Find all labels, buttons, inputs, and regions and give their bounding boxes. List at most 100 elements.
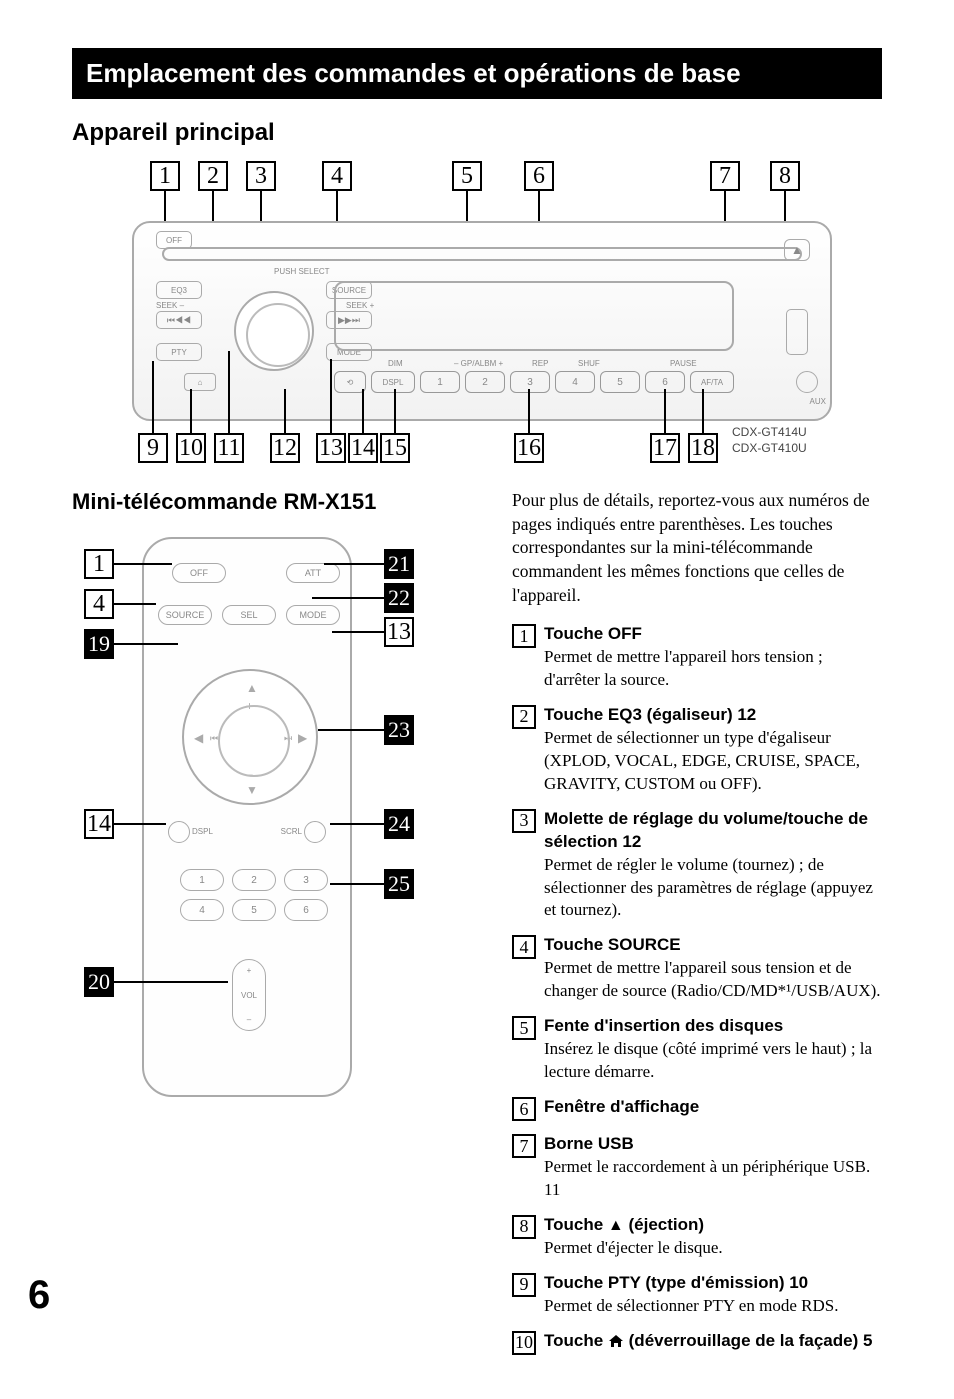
item-num: 9 xyxy=(512,1273,536,1297)
callout-5: 5 xyxy=(452,161,482,191)
r-callout-14: 14 xyxy=(84,809,114,839)
item-title: Molette de réglage du volume/touche de s… xyxy=(544,808,882,854)
item-title: Borne USB xyxy=(544,1133,882,1156)
rn6: 6 xyxy=(284,899,328,921)
r-number-grid: 1 2 3 4 5 6 xyxy=(180,869,328,921)
remote-body: OFF ATT SOURCE SEL MODE ▲ ▼ ◀ ▶ + – xyxy=(142,537,352,1097)
r-dial: ▲ ▼ ◀ ▶ + – ⏮ ⏭ xyxy=(182,669,318,805)
off-button: OFF xyxy=(156,231,192,249)
item-num: 10 xyxy=(512,1331,536,1355)
callout-11: 11 xyxy=(214,433,244,463)
r-vol: + VOL – xyxy=(232,959,266,1031)
r-dspl xyxy=(168,821,190,843)
r-scrl xyxy=(304,821,326,843)
rn4: 4 xyxy=(180,899,224,921)
item-3: 3 Molette de réglage du volume/touche de … xyxy=(512,808,882,923)
num-3: 3 xyxy=(510,371,550,393)
r-att: ATT xyxy=(286,563,340,583)
r-callout-22: 22 xyxy=(384,583,414,613)
callout-16: 16 xyxy=(514,433,544,463)
usb-port xyxy=(786,309,808,355)
item-desc: Permet de sélectionner un type d'égalise… xyxy=(544,727,882,796)
r-sel: SEL xyxy=(222,605,276,625)
item-4: 4Touche SOURCEPermet de mettre l'apparei… xyxy=(512,934,882,1003)
callout-12: 12 xyxy=(270,433,300,463)
pty-button: PTY xyxy=(156,343,202,361)
callout-14: 14 xyxy=(348,433,378,463)
main-unit-diagram: 1 2 3 4 5 6 7 8 ▲ OFF EQ3 SEEK – ⏮◀◀ PTY… xyxy=(72,161,882,471)
item-9: 9 Touche PTY (type d'émission) 10Permet d… xyxy=(512,1272,882,1318)
item-7: 7 Borne USBPermet le raccordement à un pé… xyxy=(512,1133,882,1202)
pause-label: PAUSE xyxy=(670,359,697,368)
item-8: 8Touche ▲ (éjection)Permet d'éjecter le … xyxy=(512,1214,882,1260)
release-button: ⌂ xyxy=(184,373,216,391)
seek-minus-label: SEEK – xyxy=(156,301,184,310)
subsection-main-unit: Appareil principal xyxy=(72,119,882,147)
item-title: Fente d'insertion des disques xyxy=(544,1015,882,1038)
intro-text: Pour plus de détails, reportez-vous aux … xyxy=(512,489,882,607)
item-num: 2 xyxy=(512,705,536,729)
shuf-label: SHUF xyxy=(578,359,600,368)
item-title: Touche EQ3 (égaliseur) 12 xyxy=(544,704,882,727)
r-dspl-label: DSPL xyxy=(192,827,213,836)
callout-1: 1 xyxy=(150,161,180,191)
r-callout-24: 24 xyxy=(384,809,414,839)
r-callout-1: 1 xyxy=(84,549,114,579)
callout-8: 8 xyxy=(770,161,800,191)
item-num: 5 xyxy=(512,1016,536,1040)
volume-knob xyxy=(234,291,314,371)
callout-10: 10 xyxy=(176,433,206,463)
subsection-remote: Mini-télécommande RM-X151 xyxy=(72,489,472,515)
item-desc: Permet de sélectionner PTY en mode RDS. xyxy=(544,1295,882,1318)
remote-diagram: OFF ATT SOURCE SEL MODE ▲ ▼ ◀ ▶ + – xyxy=(72,529,472,1109)
item-desc: Permet de mettre l'appareil hors tension… xyxy=(544,646,882,692)
model-b: CDX-GT410U xyxy=(732,441,807,455)
item-2: 2 Touche EQ3 (égaliseur) 12Permet de séle… xyxy=(512,704,882,796)
item-desc: Permet d'éjecter le disque. xyxy=(544,1237,882,1260)
page-number: 6 xyxy=(28,1273,50,1318)
model-a: CDX-GT414U xyxy=(732,425,807,439)
item-desc: Insérez le disque (côté imprimé vers le … xyxy=(544,1038,882,1084)
item-num: 3 xyxy=(512,809,536,833)
cd-slot xyxy=(162,247,802,261)
aux-jack xyxy=(796,371,818,393)
num-5: 5 xyxy=(600,371,640,393)
item-title: Fenêtre d'affichage xyxy=(544,1096,882,1119)
dim-label: DIM xyxy=(388,359,403,368)
item-10: 10Touche (déverrouillage de la façade) 5 xyxy=(512,1330,882,1355)
item-5: 5 Fente d'insertion des disquesInsérez le… xyxy=(512,1015,882,1084)
callout-3: 3 xyxy=(246,161,276,191)
section-header: Emplacement des commandes et opérations … xyxy=(72,48,882,99)
item-num: 4 xyxy=(512,935,536,959)
unit-body: ▲ OFF EQ3 SEEK – ⏮◀◀ PTY PUSH SELECT SOU… xyxy=(132,221,832,421)
rn2: 2 xyxy=(232,869,276,891)
r-callout-20: 20 xyxy=(84,967,114,997)
item-title: Touche PTY (type d'émission) 10 xyxy=(544,1272,882,1295)
num-1: 1 xyxy=(420,371,460,393)
item-num: 8 xyxy=(512,1215,536,1239)
dspl-button: DSPL xyxy=(371,371,415,393)
rn3: 3 xyxy=(284,869,328,891)
item-num: 6 xyxy=(512,1097,536,1121)
item-desc: Permet de régler le volume (tournez) ; d… xyxy=(544,854,882,923)
eject-button: ▲ xyxy=(784,239,810,261)
callout-13: 13 xyxy=(316,433,346,463)
display-window xyxy=(334,281,734,351)
r-callout-19: 19 xyxy=(84,629,114,659)
r-mode: MODE xyxy=(286,605,340,625)
r-source: SOURCE xyxy=(158,605,212,625)
rep-label: REP xyxy=(532,359,548,368)
num-4: 4 xyxy=(555,371,595,393)
description-column: Pour plus de détails, reportez-vous aux … xyxy=(512,489,882,1367)
r-callout-25: 25 xyxy=(384,869,414,899)
item-desc: Permet le raccordement à un périphérique… xyxy=(544,1156,882,1202)
callout-9: 9 xyxy=(138,433,168,463)
push-select-label: PUSH SELECT xyxy=(274,267,330,276)
item-num: 7 xyxy=(512,1134,536,1158)
callout-6: 6 xyxy=(524,161,554,191)
callout-4: 4 xyxy=(322,161,352,191)
callout-2: 2 xyxy=(198,161,228,191)
item-1: 1Touche OFFPermet de mettre l'appareil h… xyxy=(512,623,882,692)
gpalbm-label: – GP/ALBM + xyxy=(454,359,503,368)
rn1: 1 xyxy=(180,869,224,891)
